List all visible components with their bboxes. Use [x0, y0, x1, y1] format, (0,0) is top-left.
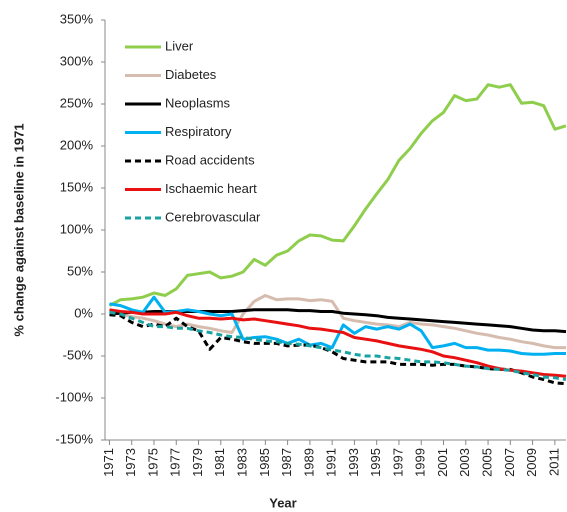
- x-tick-label: 1975: [145, 448, 160, 477]
- x-tick-label: 1997: [390, 448, 405, 477]
- y-tick-label: 250%: [60, 95, 94, 110]
- legend-label: Ischaemic heart: [165, 181, 257, 196]
- y-axis-title: % change against baseline in 1971: [11, 123, 26, 336]
- x-tick-label: 2007: [502, 448, 517, 477]
- x-tick-label: 1991: [324, 448, 339, 477]
- x-tick-label: 1999: [413, 448, 428, 477]
- y-tick-label: 200%: [60, 137, 94, 152]
- legend-label: Neoplasms: [165, 95, 231, 110]
- x-tick-label: 1971: [101, 448, 116, 477]
- legend-label: Cerebrovascular: [165, 209, 261, 224]
- x-tick-label: 1989: [301, 448, 316, 477]
- series-line: [109, 310, 567, 381]
- x-tick-label: 1981: [212, 448, 227, 477]
- x-tick-label: 1973: [123, 448, 138, 477]
- y-tick-label: -150%: [55, 431, 93, 446]
- y-tick-label: 100%: [60, 221, 94, 236]
- y-tick-label: -100%: [55, 389, 93, 404]
- x-tick-label: 1985: [257, 448, 272, 477]
- x-tick-label: 2011: [546, 448, 561, 476]
- x-tick-label: 2005: [479, 448, 494, 477]
- y-tick-label: 50%: [67, 263, 93, 278]
- y-tick-label: -50%: [63, 347, 94, 362]
- x-tick-label: 2009: [524, 448, 539, 477]
- y-tick-label: 0%: [74, 305, 93, 320]
- x-tick-label: 2003: [457, 448, 472, 477]
- legend-label: Liver: [165, 38, 194, 53]
- x-axis-title: Year: [269, 495, 296, 510]
- x-tick-label: 1987: [279, 448, 294, 477]
- y-tick-label: 150%: [60, 179, 94, 194]
- x-tick-label: 1979: [190, 448, 205, 477]
- y-tick-label: 350%: [60, 11, 94, 26]
- x-tick-label: 1995: [368, 448, 383, 477]
- series-line: [109, 313, 567, 386]
- x-tick-label: 2001: [435, 448, 450, 477]
- legend-label: Respiratory: [165, 124, 232, 139]
- series-line: [109, 308, 567, 378]
- x-tick-label: 1977: [168, 448, 183, 477]
- series-line: [108, 83, 567, 307]
- legend-label: Road accidents: [165, 152, 255, 167]
- y-tick-label: 300%: [60, 53, 94, 68]
- series-line: [109, 295, 566, 356]
- legend-label: Diabetes: [165, 67, 217, 82]
- x-tick-label: 1993: [346, 448, 361, 477]
- series-line: [108, 294, 566, 350]
- x-tick-label: 1983: [235, 448, 250, 477]
